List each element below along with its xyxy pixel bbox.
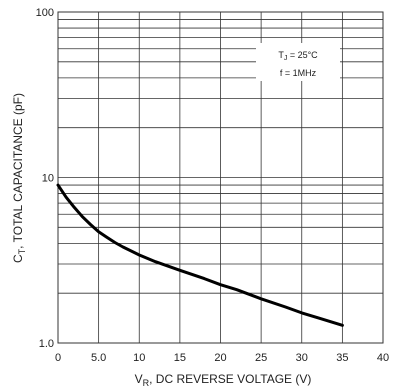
x-tick-label: 25 <box>255 352 267 364</box>
y-tick-labels: 1.0 10 100 <box>36 7 54 350</box>
annotation-junction-temp: TJ = 25°C <box>278 50 318 62</box>
x-tick-labels: 0 5.0 10 15 20 25 30 35 40 <box>55 352 389 364</box>
plot-frame <box>57 11 384 344</box>
annotation-background <box>256 43 340 81</box>
y-axis-label: CT, TOTAL CAPACITANCE (pF) <box>11 93 27 263</box>
y-tick-label: 1.0 <box>39 338 54 350</box>
x-tick-label: 0 <box>55 352 61 364</box>
annotation-frequency: f = 1MHz <box>280 68 317 78</box>
x-tick-label: 15 <box>174 352 186 364</box>
y-tick-label: 10 <box>42 173 54 185</box>
x-tick-label: 35 <box>336 352 348 364</box>
x-tick-label: 5.0 <box>91 352 106 364</box>
x-tick-label: 20 <box>214 352 226 364</box>
x-tick-label: 10 <box>133 352 145 364</box>
x-tick-label: 40 <box>377 352 389 364</box>
y-tick-label: 100 <box>36 7 54 19</box>
x-tick-label: 30 <box>296 352 308 364</box>
capacitance-curve <box>56 183 344 327</box>
x-axis-label: VR, DC REVERSE VOLTAGE (V) <box>135 372 312 388</box>
